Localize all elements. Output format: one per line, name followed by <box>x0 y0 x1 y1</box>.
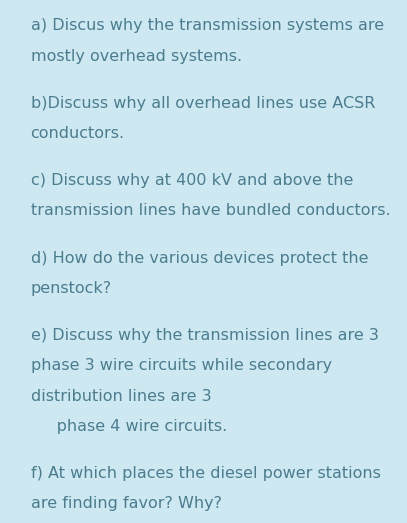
Text: d) How do the various devices protect the: d) How do the various devices protect th… <box>31 251 368 266</box>
Text: a) Discus why the transmission systems are: a) Discus why the transmission systems a… <box>31 18 384 33</box>
Text: b)Discuss why all overhead lines use ACSR: b)Discuss why all overhead lines use ACS… <box>31 96 375 111</box>
Text: c) Discuss why at 400 kV and above the: c) Discuss why at 400 kV and above the <box>31 173 353 188</box>
Text: conductors.: conductors. <box>31 126 125 141</box>
Text: penstock?: penstock? <box>31 281 112 296</box>
Text: distribution lines are 3: distribution lines are 3 <box>31 389 211 404</box>
Text: transmission lines have bundled conductors.: transmission lines have bundled conducto… <box>31 203 390 219</box>
Text: are finding favor? Why?: are finding favor? Why? <box>31 496 221 511</box>
Text: e) Discuss why the transmission lines are 3: e) Discuss why the transmission lines ar… <box>31 328 379 343</box>
Text: phase 4 wire circuits.: phase 4 wire circuits. <box>31 419 227 434</box>
Text: f) At which places the diesel power stations: f) At which places the diesel power stat… <box>31 466 381 481</box>
Text: mostly overhead systems.: mostly overhead systems. <box>31 49 242 64</box>
Text: phase 3 wire circuits while secondary: phase 3 wire circuits while secondary <box>31 358 332 373</box>
